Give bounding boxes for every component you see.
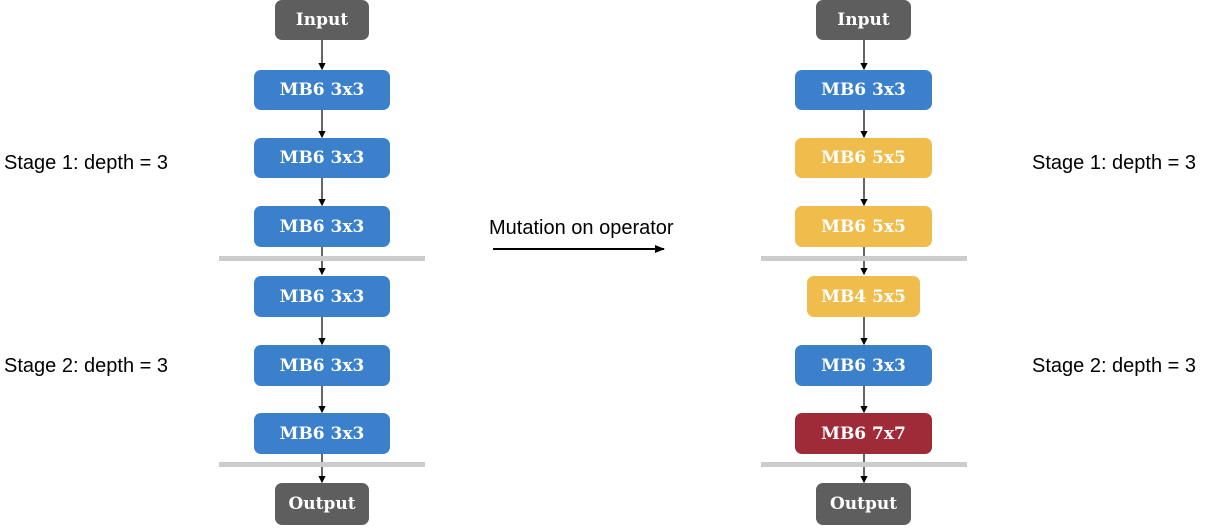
- right-block-3: MB6 5x5: [795, 206, 932, 247]
- mutation-label: Mutation on operator: [489, 217, 674, 239]
- left-stage1-label: Stage 1: depth = 3: [4, 152, 169, 174]
- left-stage-divider-1: [219, 256, 425, 261]
- right-stage2-label: Stage 2: depth = 3: [1032, 355, 1197, 377]
- left-block-1: MB6 3x3: [254, 70, 390, 110]
- right-block-1: MB6 3x3: [795, 70, 932, 110]
- left-block-3: MB6 3x3: [254, 206, 390, 247]
- right-block-5: MB6 3x3: [795, 345, 932, 386]
- left-block-4: MB6 3x3: [254, 276, 390, 317]
- right-output-block: Output: [816, 483, 911, 525]
- left-stage2-label: Stage 2: depth = 3: [4, 355, 169, 377]
- right-input-block: Input: [816, 0, 911, 40]
- left-stage-divider-2: [219, 462, 425, 467]
- right-stage-divider-2: [761, 462, 967, 467]
- right-block-2: MB6 5x5: [795, 138, 932, 178]
- right-stage1-label: Stage 1: depth = 3: [1032, 152, 1197, 174]
- left-block-5: MB6 3x3: [254, 345, 390, 386]
- right-block-6: MB6 7x7: [795, 413, 932, 454]
- left-block-6: MB6 3x3: [254, 413, 390, 454]
- right-stage-divider-1: [761, 256, 967, 261]
- left-input-block: Input: [275, 0, 369, 40]
- left-block-2: MB6 3x3: [254, 138, 390, 178]
- right-block-4: MB4 5x5: [807, 276, 920, 317]
- left-output-block: Output: [275, 483, 369, 525]
